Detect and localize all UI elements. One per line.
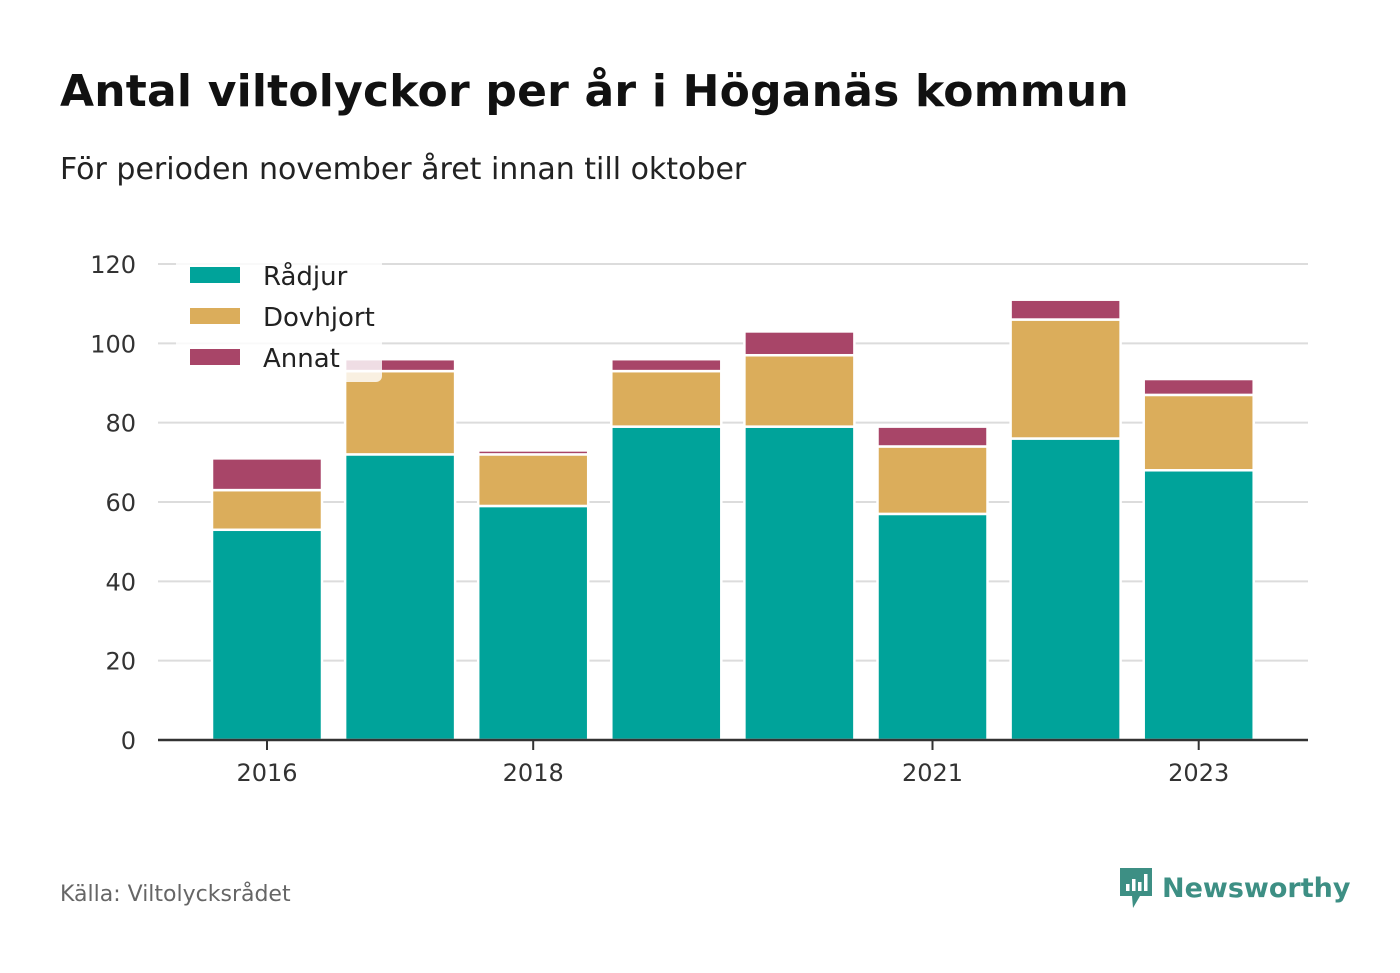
y-tick-label: 80 <box>105 410 136 438</box>
bar-segment-rådjur <box>476 504 590 742</box>
newsworthy-logo-icon <box>1120 868 1152 908</box>
x-axis-ticks: 2016 2018 2021 2023 <box>236 740 1229 787</box>
bar-segment-rådjur <box>343 453 457 742</box>
bar-segment-annat <box>1142 377 1255 397</box>
y-tick-label: 120 <box>90 251 136 279</box>
bar-segment-rådjur <box>210 528 324 742</box>
legend-swatch <box>190 349 240 365</box>
legend-label: Annat <box>263 344 340 374</box>
bars <box>210 298 1255 742</box>
bar-segment-rådjur <box>876 512 989 742</box>
bar-segment-annat <box>1009 298 1122 321</box>
bar-segment-rådjur <box>743 425 856 742</box>
y-axis-ticks: 0 20 40 60 80 100 120 <box>90 251 136 755</box>
bar-segment-dovhjort <box>876 445 989 516</box>
bar-segment-annat <box>610 357 723 373</box>
legend: Rådjur Dovhjort Annat <box>176 254 382 382</box>
y-tick-label: 20 <box>105 648 136 676</box>
legend-swatch <box>190 308 240 324</box>
bar-segment-rådjur <box>1009 437 1122 742</box>
bar-segment-annat <box>743 330 856 357</box>
bar-segment-annat <box>876 425 989 448</box>
bar-segment-annat <box>210 457 324 492</box>
bar-segment-annat <box>476 449 590 456</box>
legend-label: Rådjur <box>263 261 348 292</box>
bar-segment-rådjur <box>610 425 723 742</box>
bar-segment-dovhjort <box>343 369 457 456</box>
y-tick-label: 0 <box>121 727 136 755</box>
x-tick-label: 2021 <box>902 759 963 787</box>
bar-segment-dovhjort <box>1142 393 1255 472</box>
x-tick-label: 2016 <box>236 759 297 787</box>
source-note: Källa: Viltolycksrådet <box>60 882 291 907</box>
bar-segment-dovhjort <box>1009 318 1122 440</box>
bar-segment-dovhjort <box>210 488 324 532</box>
bar-segment-dovhjort <box>476 453 590 508</box>
legend-label: Dovhjort <box>263 303 375 333</box>
y-tick-label: 100 <box>90 330 136 358</box>
y-tick-label: 40 <box>105 568 136 596</box>
brand-name: Newsworthy <box>1162 872 1351 904</box>
chart-subtitle: För perioden november året innan till ok… <box>60 152 747 187</box>
legend-swatch <box>190 267 240 283</box>
bar-segment-rådjur <box>1142 469 1255 742</box>
bar-segment-dovhjort <box>610 369 723 428</box>
brand-logo: Newsworthy <box>1118 866 1350 910</box>
x-tick-label: 2018 <box>503 759 564 787</box>
y-tick-label: 60 <box>105 489 136 517</box>
bar-segment-dovhjort <box>743 353 856 428</box>
chart-title: Antal viltolyckor per år i Höganäs kommu… <box>60 66 1129 117</box>
x-tick-label: 2023 <box>1168 759 1229 787</box>
